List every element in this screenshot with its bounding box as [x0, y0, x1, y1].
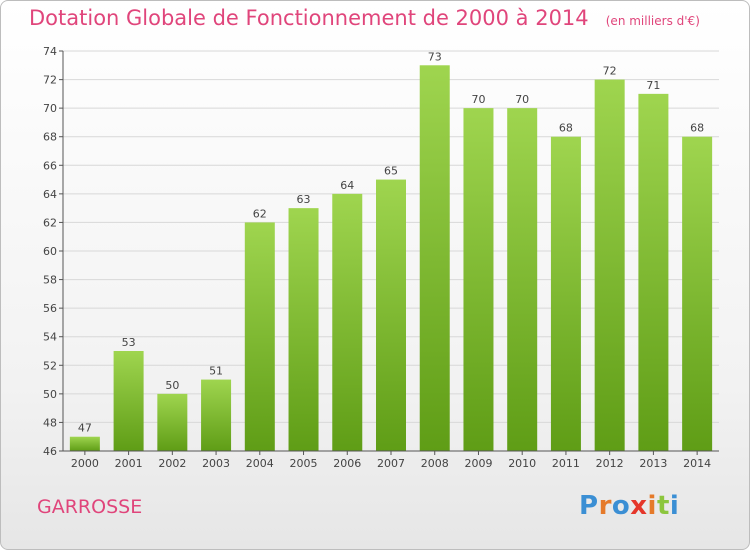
- chart-title: Dotation Globale de Fonctionnement de 20…: [29, 6, 589, 30]
- bar-value-label: 51: [209, 365, 223, 378]
- x-tick-label: 2009: [464, 457, 492, 470]
- y-tick-label: 70: [43, 102, 57, 115]
- y-tick-label: 64: [43, 188, 57, 201]
- x-tick-label: 2003: [202, 457, 230, 470]
- x-tick-label: 2007: [377, 457, 405, 470]
- bar: [201, 379, 232, 451]
- logo-letter: t: [656, 491, 670, 521]
- y-tick-label: 62: [43, 216, 57, 229]
- logo-letter: r: [598, 491, 612, 521]
- x-tick-label: 2002: [158, 457, 186, 470]
- bar-value-label: 68: [690, 122, 704, 135]
- bar: [507, 108, 538, 452]
- y-tick-label: 48: [43, 416, 57, 429]
- bar-value-label: 50: [165, 379, 179, 392]
- y-tick-label: 56: [43, 302, 57, 315]
- bar: [69, 436, 100, 451]
- bar-value-label: 65: [384, 165, 398, 178]
- bar: [113, 351, 144, 451]
- y-tick-label: 52: [43, 359, 57, 372]
- bar: [376, 179, 406, 452]
- x-tick-label: 2004: [246, 457, 274, 470]
- bar-value-label: 68: [559, 122, 573, 135]
- y-tick-label: 54: [43, 331, 57, 344]
- bar: [550, 136, 581, 451]
- bar-value-label: 70: [515, 93, 529, 106]
- bar-value-label: 64: [340, 179, 354, 192]
- bar: [288, 208, 319, 451]
- x-tick-label: 2008: [421, 457, 449, 470]
- x-tick-label: 2001: [115, 457, 143, 470]
- y-tick-label: 60: [43, 245, 57, 258]
- logo-letter: o: [611, 491, 631, 521]
- y-tick-label: 72: [43, 74, 57, 87]
- x-tick-label: 2013: [639, 457, 667, 470]
- bar-value-label: 72: [603, 65, 617, 78]
- commune-name: GARROSSE: [37, 496, 143, 518]
- bar-value-label: 71: [646, 79, 660, 92]
- logo-letter: i: [647, 491, 657, 521]
- y-tick-label: 74: [43, 45, 57, 58]
- bar: [682, 136, 713, 451]
- y-tick-label: 66: [43, 159, 57, 172]
- bar-value-label: 63: [297, 193, 311, 206]
- y-tick-label: 46: [43, 445, 57, 458]
- bar: [419, 65, 450, 452]
- chart-title-block: Dotation Globale de Fonctionnement de 20…: [29, 6, 700, 30]
- x-tick-label: 2011: [552, 457, 580, 470]
- logo-letter: i: [669, 491, 680, 521]
- axis-layer: 46 48 50 52 54 56 58 60 62 64 66 68 70 72 74 2000 2001 20…: [43, 45, 719, 470]
- logo-letter: x: [630, 491, 648, 521]
- bar: [157, 393, 188, 451]
- logo-letter: P: [579, 491, 599, 521]
- bar-value-label: 62: [253, 207, 267, 220]
- x-tick-label: 2000: [71, 457, 99, 470]
- y-tick-label: 58: [43, 274, 57, 287]
- x-tick-label: 2012: [596, 457, 624, 470]
- bar: [594, 79, 625, 452]
- bar: [638, 93, 669, 451]
- y-tick-label: 68: [43, 131, 57, 144]
- x-tick-label: 2005: [290, 457, 318, 470]
- bar: [463, 108, 494, 452]
- bar-value-label: 53: [122, 336, 136, 349]
- bar: [332, 193, 363, 451]
- bar: [244, 222, 275, 451]
- chart-subtitle: (en milliers d'€): [605, 14, 700, 28]
- proxiti-logo: Proxiti: [579, 491, 679, 521]
- x-tick-label: 2014: [683, 457, 711, 470]
- x-tick-label: 2006: [333, 457, 361, 470]
- y-tick-label: 50: [43, 388, 57, 401]
- bar-value-label: 73: [428, 50, 442, 63]
- bar-value-label: 70: [471, 93, 485, 106]
- bar-value-label: 47: [78, 422, 92, 435]
- x-tick-label: 2010: [508, 457, 536, 470]
- bar-layer: 47 53 50 51 62 63 64 65 73 70 70 68 72 71 68: [69, 50, 713, 452]
